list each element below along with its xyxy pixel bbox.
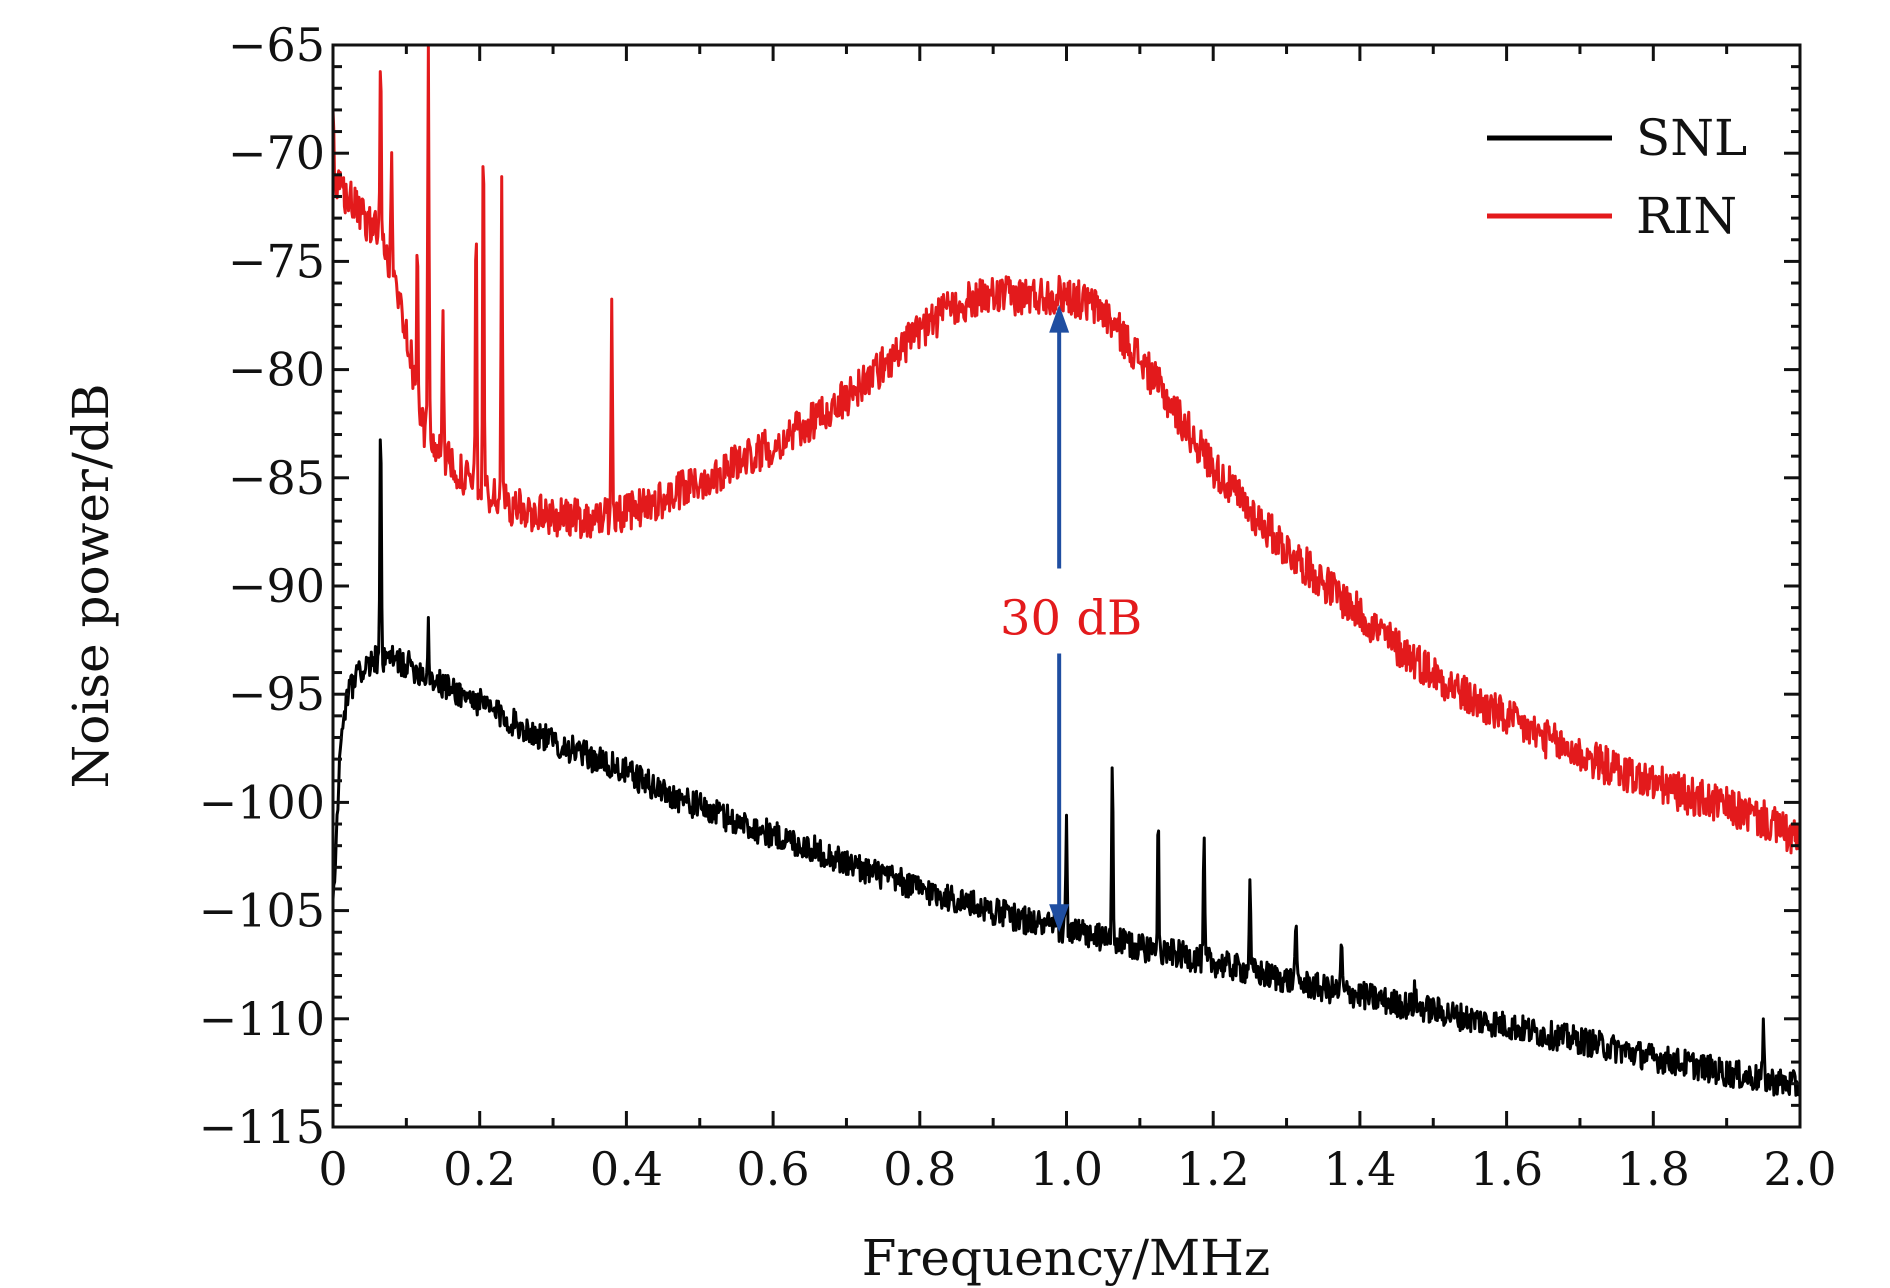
y-axis-label: Noise power/dB [62,384,120,789]
y-tick-label: −110 [199,992,325,1046]
x-tick-label: 1.8 [1617,1142,1690,1196]
legend: SNL RIN [1487,109,1747,245]
y-tick-label: −95 [228,667,325,721]
y-tick-label: −105 [199,884,325,938]
x-tick-label: 0.8 [883,1142,956,1196]
series-line-snl [331,438,1802,1097]
x-tick-label: 0.4 [590,1142,663,1196]
y-tick-label: −70 [228,126,325,180]
x-tick-label: 1.4 [1323,1142,1396,1196]
x-tick-label: 1.0 [1030,1142,1103,1196]
x-tick-label: 0 [318,1142,347,1196]
annotation-layer: 30 dB [1000,304,1142,933]
legend-label-rin: RIN [1636,187,1737,245]
axes-layer: 0 0.2 0.4 0.6 0.8 1.0 1.2 1.4 1.6 1.8 2.0 −65 −70 −75… [199,18,1837,1196]
annotation-label: 30 dB [1000,590,1142,646]
y-tick-label: −115 [199,1100,325,1154]
x-tick-label: 2.0 [1763,1142,1836,1196]
x-tick-label: 0.2 [443,1142,516,1196]
x-tick-label: 1.2 [1177,1142,1250,1196]
y-tick-label: −90 [228,559,325,613]
y-tick-label: −65 [228,18,325,72]
x-axis-label: Frequency/MHz [862,1229,1270,1287]
x-tick-label: 1.6 [1470,1142,1543,1196]
y-tick-label: −85 [228,451,325,505]
y-tick-label: −75 [228,234,325,288]
annotation-arrowhead-up [1049,304,1070,333]
y-tick-label: −80 [228,343,325,397]
x-tick-label: 0.6 [737,1142,810,1196]
legend-label-snl: SNL [1636,109,1747,167]
series-layer [331,43,1802,1097]
series-line-rin [331,43,1802,855]
y-tick-label: −100 [199,775,325,829]
annotation-arrowhead-down [1049,904,1070,933]
